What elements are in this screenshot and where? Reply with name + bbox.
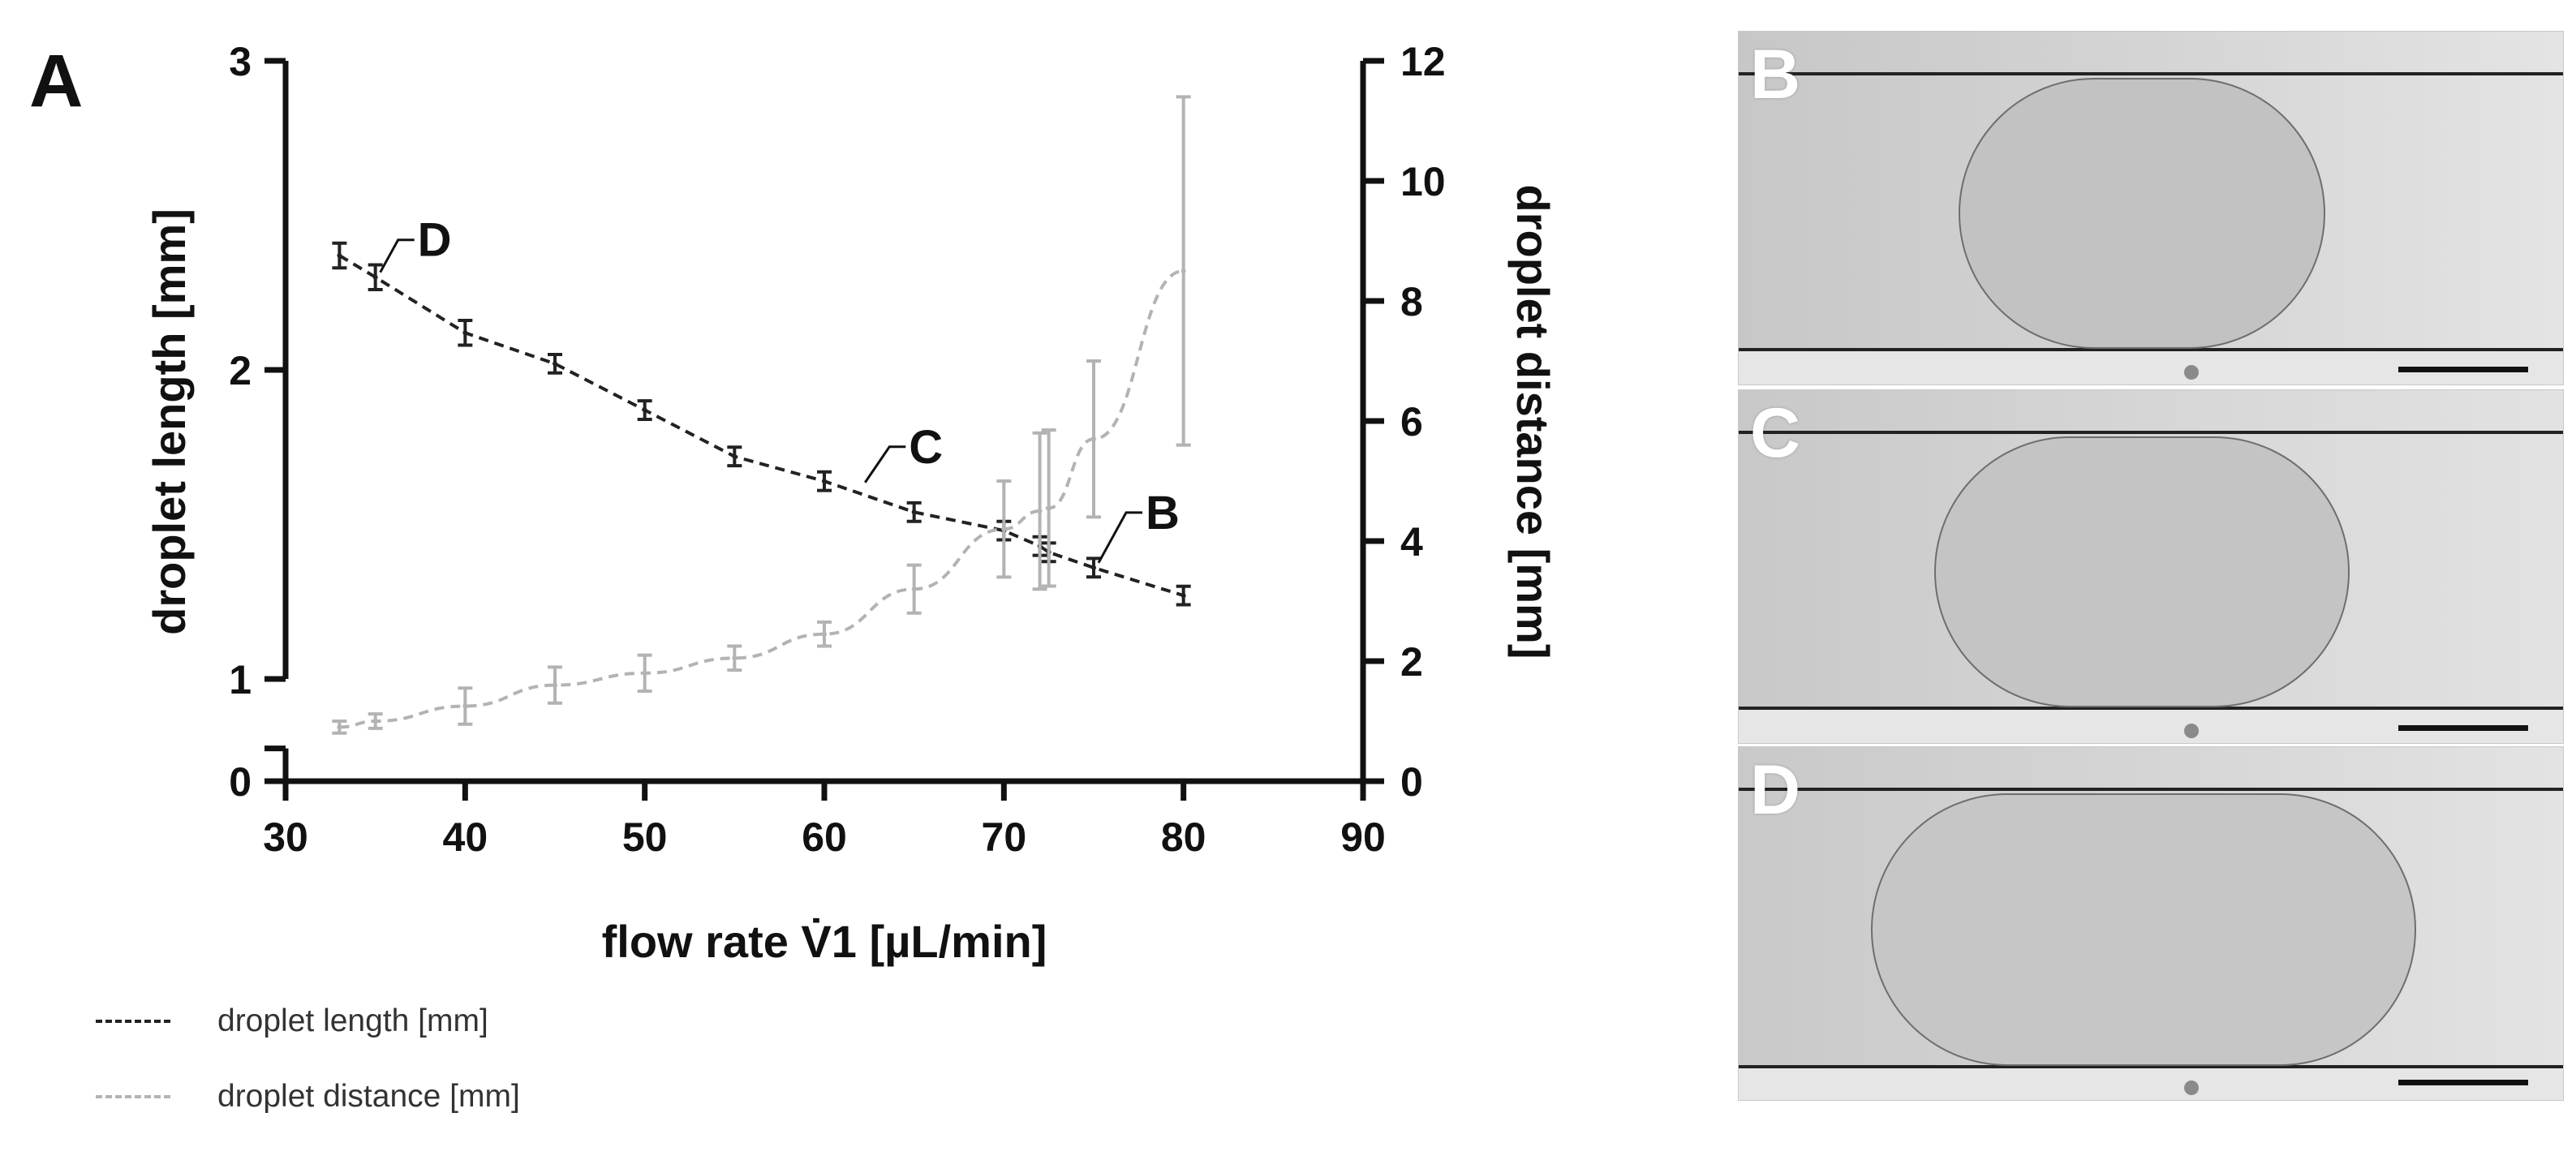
y-right-tick-label: 0 xyxy=(1400,759,1423,805)
y-right-tick-label: 6 xyxy=(1400,399,1423,445)
panel-d-label: D xyxy=(1750,751,1801,829)
error-bar-length xyxy=(817,470,832,492)
error-bar-distance xyxy=(637,653,652,693)
data-point xyxy=(911,509,917,515)
data-point xyxy=(732,655,738,661)
series-line-length xyxy=(338,254,1185,598)
data-point xyxy=(822,479,827,484)
y-right-tick-label: 4 xyxy=(1400,519,1423,565)
data-point xyxy=(1046,505,1051,511)
series-line-distance xyxy=(339,269,1184,729)
y-left-tick-label: 3 xyxy=(229,39,252,84)
x-tick-label: 40 xyxy=(443,814,488,860)
droplet-image-b xyxy=(1739,32,2563,385)
legend-label-distance: droplet distance [mm] xyxy=(217,1079,520,1114)
error-bar-length xyxy=(1086,556,1101,579)
error-bar-distance xyxy=(727,644,742,672)
legend-swatch-distance xyxy=(96,1095,170,1098)
y-right-tick-label: 8 xyxy=(1400,279,1423,324)
error-bar-distance xyxy=(817,620,832,648)
data-point xyxy=(642,407,647,413)
data-point xyxy=(1037,509,1043,513)
error-bar-length xyxy=(727,445,742,468)
x-tick-label: 30 xyxy=(263,814,308,860)
x-tick-label: 50 xyxy=(622,814,668,860)
droplet-image-c xyxy=(1739,390,2563,743)
data-point xyxy=(337,253,342,259)
data-point xyxy=(372,274,378,280)
y-left-tick-label: 2 xyxy=(229,348,252,393)
data-point xyxy=(1180,269,1186,273)
error-bar-length xyxy=(332,241,347,270)
error-bar-distance xyxy=(548,665,562,705)
scale-bar xyxy=(2398,1080,2528,1085)
data-point xyxy=(462,330,468,336)
error-bar-distance xyxy=(1176,95,1191,447)
data-point xyxy=(1091,436,1096,442)
photo-panel-d: D xyxy=(1738,746,2564,1101)
error-bar-distance xyxy=(1041,428,1056,588)
error-bar-distance xyxy=(368,712,383,730)
data-point xyxy=(642,670,647,676)
data-point xyxy=(822,631,827,637)
error-bar-length xyxy=(458,319,473,347)
legend-item-length: droplet length [mm] xyxy=(96,1003,488,1039)
data-point xyxy=(732,453,738,459)
y-left-axis-title: droplet length [mm] xyxy=(144,208,195,635)
panel-a-label: A xyxy=(29,40,84,122)
error-bar-length xyxy=(906,501,922,523)
x-tick-label: 90 xyxy=(1340,814,1386,860)
panel-c-label: C xyxy=(1750,394,1801,472)
x-tick-label: 60 xyxy=(802,814,847,860)
y-right-tick-label: 10 xyxy=(1400,159,1446,204)
scale-bar xyxy=(2398,725,2528,731)
y-right-tick-label: 2 xyxy=(1400,639,1423,685)
data-point xyxy=(553,682,557,688)
panel-b-label: B xyxy=(1750,36,1801,114)
error-bar-distance xyxy=(1032,431,1047,591)
data-point xyxy=(1091,565,1096,570)
error-bar-length xyxy=(1176,584,1191,607)
data-point xyxy=(911,586,917,592)
x-tick-label: 80 xyxy=(1161,814,1206,860)
y-left-tick-label: 0 xyxy=(229,759,252,805)
error-bar-length xyxy=(368,263,383,291)
scale-bar xyxy=(2398,367,2528,372)
y-right-tick-label: 12 xyxy=(1400,39,1446,84)
photo-panel-b: B xyxy=(1738,31,2564,385)
error-bar-distance xyxy=(906,563,922,615)
annotation-leader-line xyxy=(864,445,906,483)
data-point xyxy=(1180,593,1186,599)
legend-label-length: droplet length [mm] xyxy=(217,1003,488,1038)
x-tick-label: 70 xyxy=(982,814,1027,860)
photo-panel-c: C xyxy=(1738,389,2564,744)
data-point xyxy=(337,724,342,730)
legend-swatch-length xyxy=(96,1020,170,1023)
data-point xyxy=(462,703,468,709)
y-left-tick-label: 1 xyxy=(229,657,252,702)
error-bar-distance xyxy=(332,720,347,735)
annotation-label-d: D xyxy=(418,214,452,267)
annotation-label-b: B xyxy=(1146,487,1180,539)
data-point xyxy=(372,719,378,724)
data-point xyxy=(553,361,557,367)
error-bar-distance xyxy=(1086,359,1101,519)
annotation-label-c: C xyxy=(909,421,943,474)
x-axis-title: flow rate V̇1 [µL/min] xyxy=(602,916,1047,967)
droplet-image-d xyxy=(1739,747,2563,1100)
annotation-leader-line xyxy=(1097,511,1142,564)
legend-item-distance: droplet distance [mm] xyxy=(96,1079,520,1115)
error-bar-distance xyxy=(458,686,473,726)
error-bar-length xyxy=(637,399,652,421)
annotation-leader-line xyxy=(379,238,415,273)
y-right-axis-title: droplet distance [mm] xyxy=(1507,185,1559,659)
error-bar-distance xyxy=(996,479,1012,579)
data-point xyxy=(1001,526,1007,532)
error-bar-length xyxy=(548,352,562,375)
